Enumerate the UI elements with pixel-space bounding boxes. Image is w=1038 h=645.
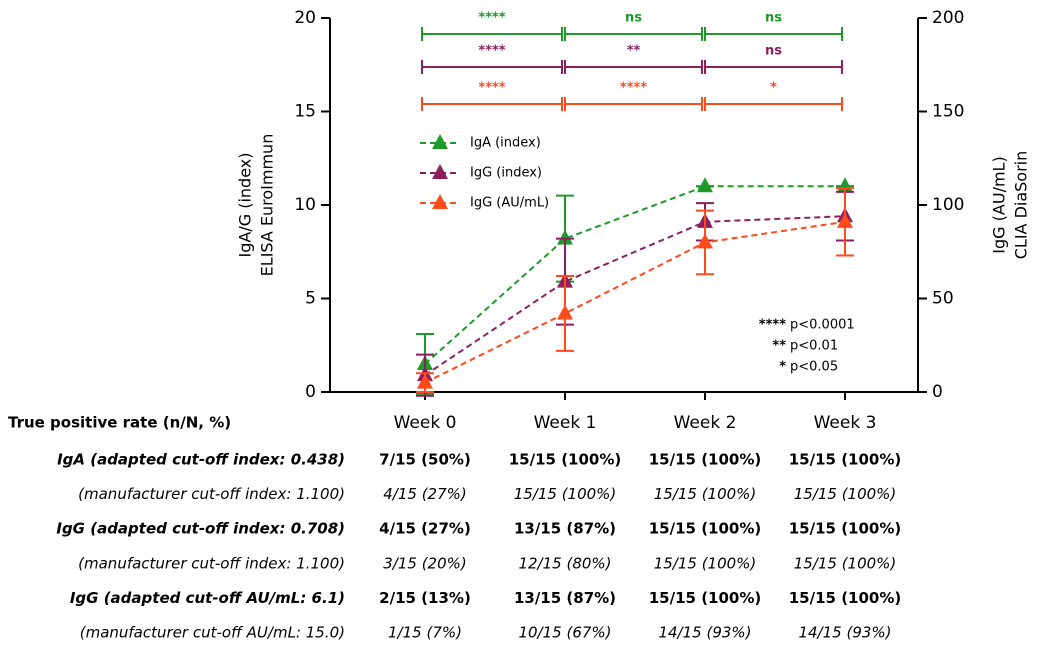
table-cell: 7/15 (50%) xyxy=(379,451,471,469)
x-tick-label: Week 1 xyxy=(534,413,597,433)
y2-tick-label: 150 xyxy=(932,102,964,122)
table-cell: 1/15 (7%) xyxy=(388,624,462,642)
table-cell: 15/15 (100%) xyxy=(654,554,757,572)
sig-key-text: p<0.0001 xyxy=(790,318,855,333)
series-line xyxy=(424,185,845,365)
sig-key-symbol: * xyxy=(779,360,786,375)
sig-key-text: p<0.01 xyxy=(790,339,838,354)
legend-label: IgG (index) xyxy=(470,166,542,181)
y2-tick-label: 200 xyxy=(932,8,964,28)
marker xyxy=(697,177,713,193)
table-cell: 14/15 (93%) xyxy=(658,624,751,642)
y2-tick-label: 100 xyxy=(932,195,964,215)
sig-label: **** xyxy=(620,81,647,96)
table-cell: 15/15 (100%) xyxy=(794,554,897,572)
sig-label: ns xyxy=(765,44,782,59)
table-cell: 12/15 (80%) xyxy=(518,554,611,572)
row-label: (manufacturer cut-off index: 1.100) xyxy=(78,485,345,503)
table-cell: 15/15 (100%) xyxy=(789,589,902,607)
y-axis-title: ELISA EuroImmun xyxy=(258,134,277,277)
table-cell: 15/15 (100%) xyxy=(514,485,617,503)
sig-label: **** xyxy=(478,11,505,26)
table-title: True positive rate (n/N, %) xyxy=(8,414,231,432)
sig-key-symbol: ** xyxy=(772,339,786,354)
row-label: (manufacturer cut-off AU/mL: 15.0) xyxy=(80,624,345,642)
marker xyxy=(417,373,433,389)
y2-tick-label: 0 xyxy=(932,382,943,402)
legend-label: IgG (AU/mL) xyxy=(470,196,549,211)
table-cell: 4/15 (27%) xyxy=(379,520,471,538)
table-cell: 15/15 (100%) xyxy=(654,485,757,503)
x-tick-label: Week 2 xyxy=(674,413,737,433)
table-cell: 15/15 (100%) xyxy=(649,589,762,607)
row-label: (manufacturer cut-off index: 1.100) xyxy=(78,554,345,572)
y2-axis-title: IgG (AU/mL) xyxy=(990,156,1009,253)
y-tick-label: 5 xyxy=(305,289,316,309)
legend-marker xyxy=(432,134,448,149)
y-tick-label: 15 xyxy=(294,102,316,122)
table-cell: 13/15 (87%) xyxy=(514,520,616,538)
x-tick-label: Week 0 xyxy=(394,413,457,433)
table-cell: 15/15 (100%) xyxy=(649,520,762,538)
table-cell: 15/15 (100%) xyxy=(789,520,902,538)
sig-label: ns xyxy=(765,11,782,26)
legend-label: IgA (index) xyxy=(470,136,541,151)
table-cell: 15/15 (100%) xyxy=(794,485,897,503)
y2-axis-title: CLIA DiaSorin xyxy=(1012,151,1031,260)
y-tick-label: 0 xyxy=(305,382,316,402)
table-cell: 13/15 (87%) xyxy=(514,589,616,607)
sig-key-text: p<0.05 xyxy=(790,360,838,375)
sig-label: * xyxy=(770,81,777,96)
sig-label: **** xyxy=(478,44,505,59)
row-label: IgA (adapted cut-off index: 0.438) xyxy=(57,451,345,469)
table-cell: 14/15 (93%) xyxy=(798,624,891,642)
table-cell: 10/15 (67%) xyxy=(518,624,611,642)
legend-marker xyxy=(432,194,448,209)
table-cell: 15/15 (100%) xyxy=(509,451,622,469)
series-line xyxy=(424,215,846,377)
sig-label: ** xyxy=(627,44,641,59)
table-cell: 15/15 (100%) xyxy=(649,451,762,469)
y2-tick-label: 50 xyxy=(932,289,954,309)
marker xyxy=(557,304,573,320)
row-label: IgG (adapted cut-off index: 0.708) xyxy=(56,520,345,538)
series-line xyxy=(424,220,846,384)
x-tick-label: Week 3 xyxy=(814,413,877,433)
legend-marker xyxy=(432,164,448,179)
sig-key-symbol: **** xyxy=(759,318,786,333)
table-cell: 15/15 (100%) xyxy=(789,451,902,469)
marker xyxy=(837,212,853,228)
row-label: IgG (adapted cut-off AU/mL: 6.1) xyxy=(70,589,345,607)
sig-label: **** xyxy=(478,81,505,96)
sig-label: ns xyxy=(625,11,642,26)
marker xyxy=(557,229,573,245)
table-cell: 2/15 (13%) xyxy=(379,589,471,607)
marker xyxy=(697,233,713,249)
y-axis-title: IgA/G (index) xyxy=(236,153,255,258)
y-tick-label: 20 xyxy=(294,8,316,28)
y-tick-label: 10 xyxy=(294,195,316,215)
table-cell: 4/15 (27%) xyxy=(383,485,467,503)
table-cell: 3/15 (20%) xyxy=(383,554,467,572)
